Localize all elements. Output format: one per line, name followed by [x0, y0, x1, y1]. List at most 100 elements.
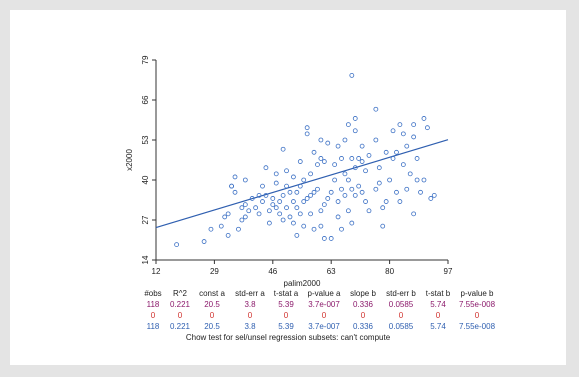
- stats-cell: 0.221: [169, 300, 191, 309]
- data-point: [266, 220, 272, 226]
- data-point: [280, 146, 286, 152]
- data-point: [414, 177, 420, 183]
- stats-cell: 7.55e-008: [458, 322, 496, 331]
- data-point: [321, 202, 327, 208]
- data-point: [222, 214, 228, 220]
- stats-cell: 3.8: [244, 322, 256, 331]
- data-point: [349, 186, 355, 192]
- data-point: [318, 156, 324, 161]
- data-point: [363, 168, 368, 174]
- x-tick-label: 46: [268, 267, 277, 276]
- data-point: [256, 211, 262, 217]
- data-point: [315, 162, 320, 168]
- data-point: [297, 159, 303, 164]
- data-point: [291, 174, 296, 180]
- data-point: [328, 189, 334, 195]
- data-point: [291, 199, 296, 204]
- data-point: [253, 205, 259, 211]
- data-point: [225, 232, 231, 238]
- data-point: [232, 189, 238, 195]
- data-point: [284, 205, 289, 211]
- data-point: [301, 223, 307, 229]
- data-point: [332, 162, 338, 168]
- data-point: [277, 199, 283, 204]
- data-point: [239, 205, 245, 211]
- data-point: [339, 226, 344, 232]
- data-point: [376, 180, 382, 186]
- stats-cell: 0: [209, 311, 215, 320]
- data-point: [201, 239, 207, 244]
- data-point: [394, 149, 399, 155]
- data-point: [242, 214, 248, 220]
- data-point: [270, 196, 276, 201]
- data-point: [325, 140, 331, 146]
- data-point: [339, 156, 344, 161]
- data-point: [418, 189, 423, 195]
- data-point: [294, 189, 300, 195]
- data-point: [376, 165, 382, 171]
- data-point: [359, 189, 365, 195]
- data-point: [397, 199, 403, 204]
- data-point: [297, 211, 303, 217]
- stats-cell: 0: [177, 311, 183, 320]
- data-point: [273, 205, 279, 211]
- data-point: [352, 128, 358, 134]
- data-point: [366, 152, 372, 158]
- data-point: [363, 199, 368, 204]
- data-point: [304, 131, 310, 137]
- data-point: [349, 220, 355, 226]
- data-point: [236, 226, 241, 232]
- data-point: [431, 192, 437, 198]
- stats-cell: 20.5: [204, 300, 220, 309]
- data-point: [318, 223, 324, 229]
- stats-cell: 5.39: [278, 300, 294, 309]
- data-point: [280, 192, 286, 198]
- data-point: [304, 196, 310, 201]
- stats-cell: 0: [247, 311, 253, 320]
- data-point: [342, 137, 348, 143]
- stats-cell: 5.39: [278, 322, 294, 331]
- x-axis-label: palim2000: [284, 279, 321, 288]
- data-point: [400, 162, 406, 168]
- data-point: [311, 149, 317, 155]
- stats-header-cell: std-err a: [235, 289, 265, 298]
- data-point: [260, 183, 265, 189]
- data-point: [411, 122, 417, 128]
- data-point: [411, 211, 417, 217]
- data-point: [342, 192, 348, 198]
- x-tick-label: 80: [385, 267, 394, 276]
- data-point: [407, 171, 413, 177]
- data-point: [263, 192, 269, 198]
- stats-cell: 0: [398, 311, 404, 320]
- data-point: [308, 211, 313, 217]
- data-point: [366, 208, 372, 214]
- data-point: [325, 196, 331, 201]
- data-point: [232, 174, 238, 180]
- data-point: [273, 171, 279, 177]
- stats-cell: 0: [150, 311, 156, 320]
- stats-cell: 0: [474, 311, 480, 320]
- data-point: [400, 131, 406, 137]
- data-point: [335, 199, 341, 204]
- stats-row-all: 118 0.221 20.5 3.8 5.39 3.7e-007 0.336 0…: [140, 321, 500, 332]
- data-point: [414, 156, 420, 161]
- x-tick-label: 12: [152, 267, 161, 276]
- data-point: [424, 125, 430, 131]
- stats-cell: 3.8: [244, 300, 256, 309]
- data-point: [390, 156, 396, 161]
- data-point: [242, 202, 248, 208]
- stats-cell: 20.5: [204, 322, 220, 331]
- data-point: [335, 214, 341, 220]
- data-point: [284, 183, 289, 189]
- data-point: [332, 177, 338, 183]
- data-point: [301, 199, 307, 204]
- data-point: [349, 156, 355, 161]
- data-point: [239, 217, 245, 223]
- data-point: [225, 211, 231, 217]
- stats-cell: 0.336: [352, 322, 374, 331]
- stats-header-cell: t-stat a: [273, 289, 299, 298]
- y-tick-label: 53: [141, 135, 150, 144]
- data-point: [356, 156, 362, 161]
- data-point: [428, 196, 434, 201]
- scatter-chart: 12 29 46 63 80 97 14 27 40 53 66 79 palim2000 x2000: [125, 55, 453, 288]
